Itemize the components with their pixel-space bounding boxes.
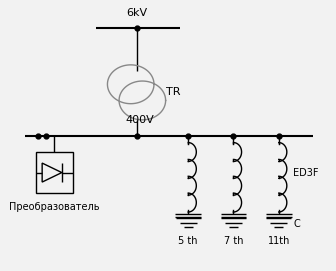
Text: ED3F: ED3F — [293, 168, 319, 178]
Text: Преобразователь: Преобразователь — [9, 202, 99, 212]
Text: TR: TR — [166, 87, 181, 97]
Text: 6kV: 6kV — [126, 8, 147, 18]
Text: 400V: 400V — [125, 115, 154, 125]
Text: 5 th: 5 th — [178, 236, 198, 246]
Text: 11th: 11th — [267, 236, 290, 246]
Text: C: C — [293, 220, 300, 230]
Bar — [36, 152, 73, 193]
Text: 7 th: 7 th — [224, 236, 243, 246]
